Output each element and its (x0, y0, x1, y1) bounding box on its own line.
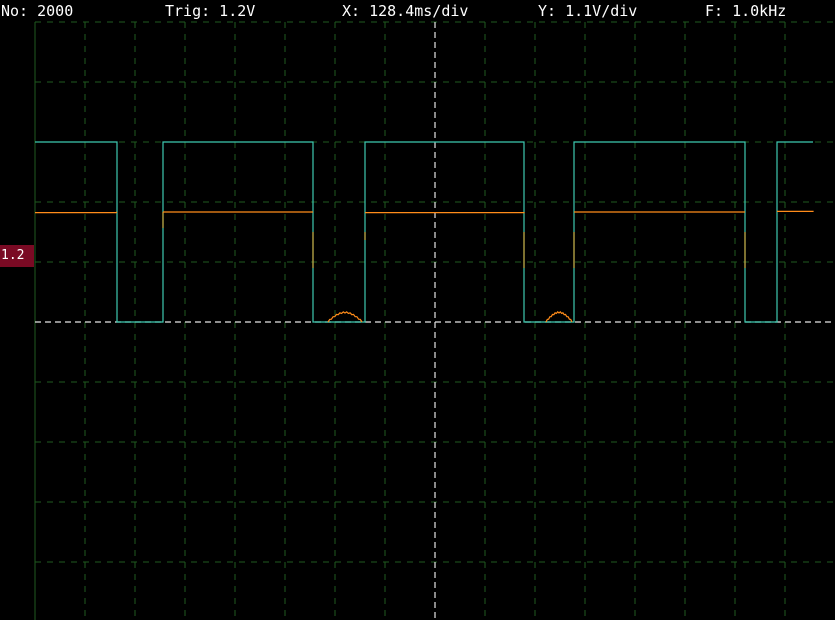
status-bar: No: 2000 Trig: 1.2V X: 128.4ms/div Y: 1.… (0, 0, 835, 22)
channel1-trace (35, 141, 813, 323)
channel2-low-bump (545, 311, 573, 323)
channel2-high-segment (35, 211, 118, 214)
sample-count: No: 2000 (1, 2, 74, 20)
frequency-readout: F: 1.0kHz (705, 2, 787, 20)
channel2-high-segment (365, 212, 525, 214)
time-base: X: 128.4ms/div (342, 2, 469, 20)
channel2-high-segment (777, 210, 814, 212)
trigger-level-marker[interactable]: 1.2 (0, 245, 34, 267)
volts-per-div: Y: 1.1V/div (538, 2, 638, 20)
trigger-level: Trig: 1.2V (165, 2, 256, 20)
channel2-low-bump (327, 311, 363, 323)
graticule-grid (34, 21, 835, 620)
channel2-low-bumps (162, 212, 746, 323)
